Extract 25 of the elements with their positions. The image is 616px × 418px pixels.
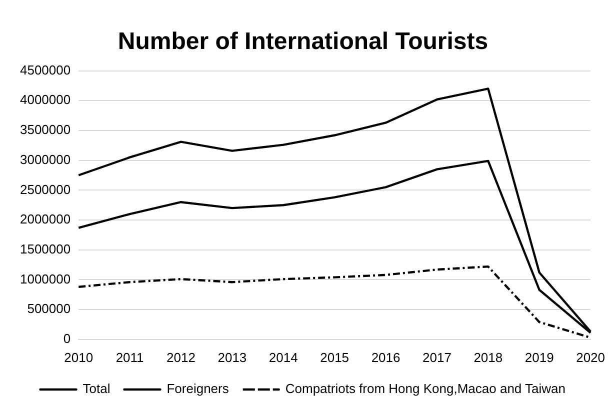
y-tick-label: 1500000 [20, 241, 71, 256]
x-tick-label: 2010 [64, 350, 94, 365]
x-tick-label: 2014 [268, 350, 298, 365]
legend-label: Compatriots from Hong Kong,Macao and Taiwan [285, 381, 566, 396]
legend-label: Foreigners [166, 381, 230, 396]
x-tick-label: 2017 [422, 350, 452, 365]
x-tick-label: 2013 [218, 350, 247, 365]
y-tick-label: 2000000 [20, 212, 71, 227]
x-tick-label: 2015 [320, 350, 350, 365]
y-tick-label: 4000000 [20, 92, 71, 108]
x-tick-label: 2020 [576, 350, 605, 365]
x-tick-label: 2011 [116, 350, 144, 365]
y-tick-label: 2500000 [20, 182, 71, 197]
x-tick-label: 2018 [474, 350, 503, 365]
x-tick-label: 2012 [166, 350, 196, 365]
y-tick-label: 1000000 [20, 271, 71, 286]
y-tick-label: 500000 [27, 301, 71, 316]
y-tick-label: 3500000 [20, 122, 71, 138]
y-tick-label: 0 [63, 330, 71, 346]
y-tick-label: 4500000 [20, 62, 71, 78]
y-tick-label: 3000000 [20, 152, 71, 167]
legend-label: Total [82, 381, 110, 396]
x-tick-label: 2016 [371, 350, 400, 365]
x-tick-label: 2019 [524, 350, 554, 365]
chart-title: Number of International Tourists [118, 28, 488, 56]
